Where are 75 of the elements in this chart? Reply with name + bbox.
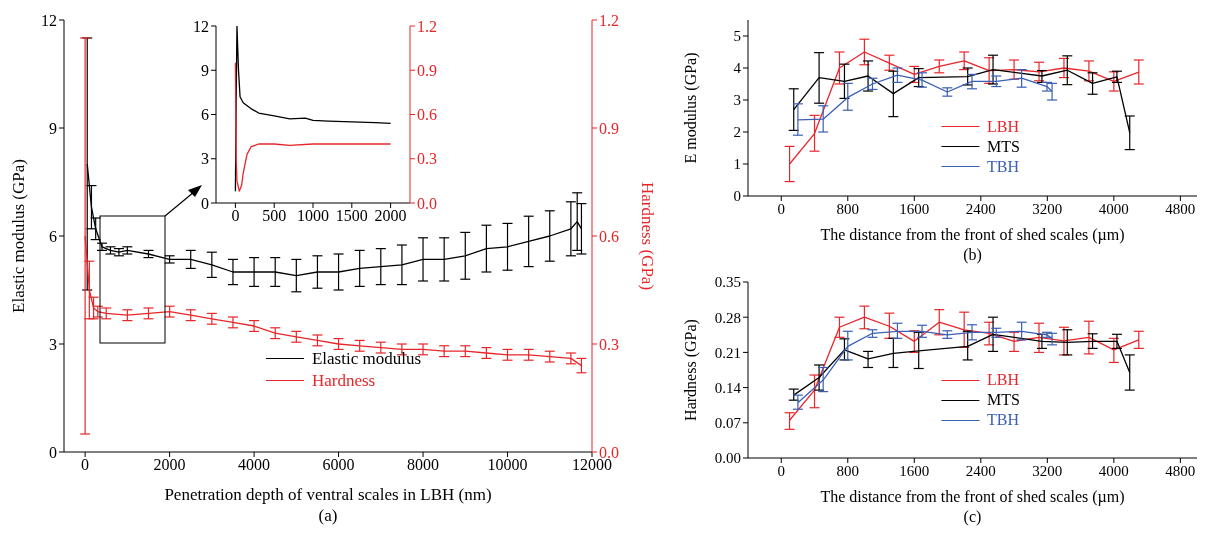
y-tick-label: 0.00 [714, 450, 741, 467]
line-series [234, 62, 392, 192]
x-axis-title: The distance from the front of shed scales (µm) [820, 488, 1125, 506]
legend-label: Hardness [311, 369, 376, 391]
y-tick-label: 3 [201, 150, 209, 168]
y-tick-label: 4 [733, 60, 742, 77]
y-tick-label: 12 [41, 11, 57, 29]
y-tick-label: 3 [733, 92, 741, 109]
x-tick-label: 4000 [238, 456, 271, 474]
legend-label: TBH [986, 156, 1019, 177]
y-axis-title: Hardness (GPa) [681, 319, 700, 421]
text: (c) [962, 508, 983, 526]
y-tick-label: 0 [49, 443, 57, 461]
x-axis-title: The distance from the front of shed scales (µm) [820, 226, 1125, 244]
y-tick-label: 9 [201, 61, 209, 79]
x-axis-title: Penetration depth of ventral scales in LBH (nm) [164, 485, 492, 504]
y-tick-label: 0.28 [714, 309, 741, 326]
x-tick-label: 4800 [1165, 462, 1196, 479]
y-tick-label: 6 [49, 227, 57, 245]
y-tick-label: 0.35 [714, 274, 741, 291]
legend-label: LBH [986, 116, 1019, 137]
y-axis-title: E modulus (GPa) [681, 52, 700, 164]
y-tick-label: 12 [193, 17, 209, 35]
x-tick-label: 2000 [374, 207, 407, 225]
y-tick-label: 2 [733, 124, 741, 141]
line-series [234, 26, 392, 192]
x-tick-label: 3200 [1032, 200, 1063, 217]
x-tick-label: 500 [262, 207, 287, 225]
y-tick-label: 9 [49, 119, 57, 137]
text: (b) [962, 246, 983, 264]
x-tick-label: 800 [836, 462, 860, 479]
x-tick-label: 800 [836, 200, 860, 217]
x-tick-label: 0 [777, 462, 786, 479]
y2-tick-label: 1.2 [417, 17, 437, 35]
x-tick-label: 2400 [965, 462, 996, 479]
y2-tick-label: 0.9 [599, 119, 619, 137]
y-axis-title: Elastic modulus (GPa) [9, 159, 29, 313]
y-tick-label: 3 [49, 335, 57, 353]
y-tick-label: 0.21 [714, 344, 741, 361]
y2-tick-label: 1.2 [599, 11, 619, 29]
legend-label: MTS [986, 136, 1020, 157]
y-tick-label: 0 [733, 188, 741, 205]
x-tick-label: 4800 [1165, 200, 1196, 217]
y2-tick-label: 0.6 [599, 227, 619, 245]
x-tick-label: 0 [81, 456, 90, 474]
x-tick-label: 6000 [322, 456, 355, 474]
x-tick-label: 2400 [965, 200, 996, 217]
y2-tick-label: 0.3 [417, 150, 437, 168]
y-tick-label: 0.07 [714, 415, 742, 432]
x-tick-label: 1600 [899, 200, 930, 217]
y2-tick-label: 0.0 [417, 194, 437, 212]
legend-label: TBH [986, 410, 1019, 430]
x-tick-label: 2000 [153, 456, 186, 474]
legend-label: MTS [986, 390, 1020, 410]
x-tick-label: 8000 [407, 456, 440, 474]
y2-tick-label: 0.3 [599, 335, 619, 353]
y-tick-label: 1 [733, 156, 741, 173]
x-tick-label: 3200 [1032, 462, 1063, 479]
y2-tick-label: 0.6 [417, 106, 437, 124]
x-tick-label: 0 [231, 207, 240, 225]
y2-tick-label: 0.9 [417, 61, 437, 79]
x-tick-label: 1500 [335, 207, 368, 225]
y-tick-label: 5 [733, 28, 741, 45]
legend-label: LBH [986, 370, 1019, 390]
y2-axis-title: Hardness (GPa) [637, 181, 657, 291]
y-tick-label: 6 [201, 106, 209, 124]
x-tick-label: 4000 [1098, 200, 1129, 217]
x-tick-label: 1000 [297, 207, 329, 225]
legend-label: Elastic modulus [311, 348, 422, 370]
x-tick-label: 10000 [487, 456, 528, 474]
y-tick-label: 0.14 [714, 379, 742, 396]
x-tick-label: 4000 [1098, 462, 1129, 479]
x-tick-label: 1600 [899, 462, 930, 479]
text: (a) [317, 506, 339, 526]
x-tick-label: 0 [777, 200, 786, 217]
